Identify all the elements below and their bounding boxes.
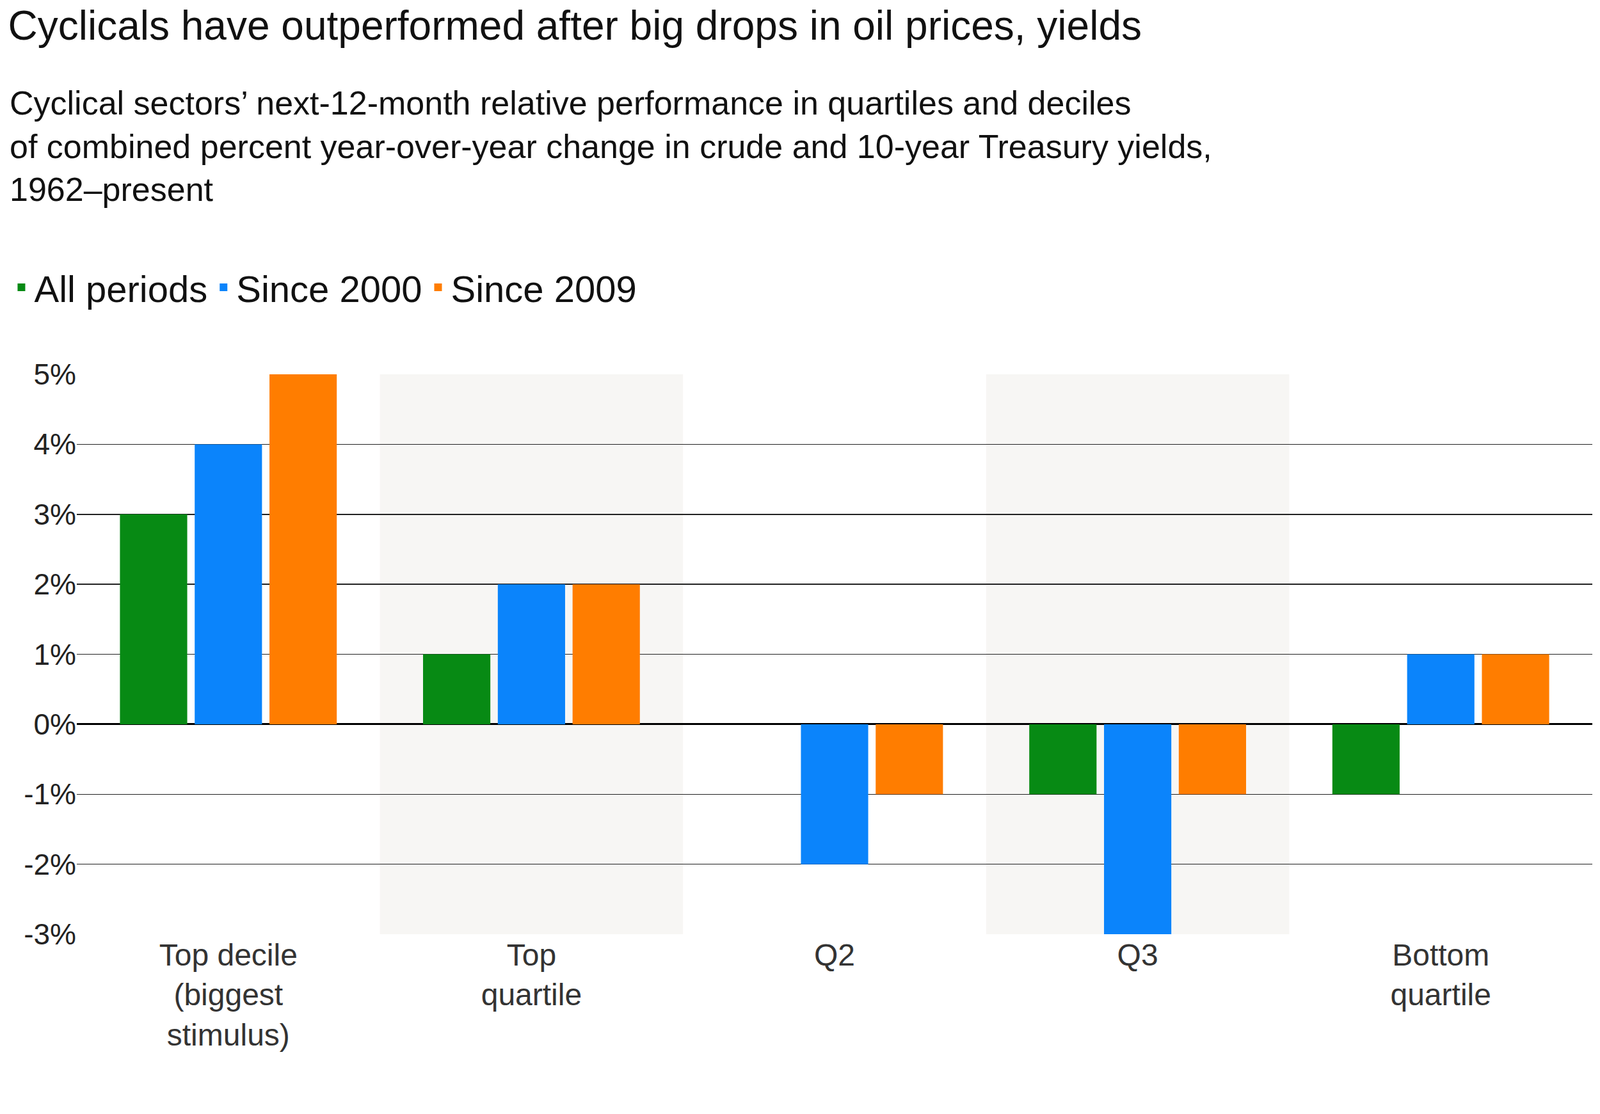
svg-text:Top decile(biggeststimulus): Top decile(biggeststimulus) bbox=[159, 938, 298, 1053]
svg-text:3%: 3% bbox=[33, 497, 77, 532]
svg-text:Since 2000: Since 2000 bbox=[236, 268, 422, 310]
svg-text:All periods: All periods bbox=[33, 268, 208, 310]
svg-text:-1%: -1% bbox=[23, 777, 77, 811]
svg-text:Cyclicals have outperformed af: Cyclicals have outperformed after big dr… bbox=[8, 2, 1142, 49]
svg-text:Topquartile: Topquartile bbox=[481, 938, 582, 1012]
svg-text:Bottomquartile: Bottomquartile bbox=[1390, 938, 1491, 1012]
svg-text:5%: 5% bbox=[33, 357, 77, 392]
svg-text:Cyclical sectors’ next-12-mont: Cyclical sectors’ next-12-month relative… bbox=[9, 84, 1213, 208]
svg-text:0%: 0% bbox=[33, 707, 77, 742]
svg-text:1%: 1% bbox=[33, 638, 77, 672]
svg-text:Since 2009: Since 2009 bbox=[450, 268, 637, 310]
svg-text:-2%: -2% bbox=[23, 848, 77, 882]
svg-text:4%: 4% bbox=[33, 427, 77, 461]
svg-text:-3%: -3% bbox=[23, 917, 77, 952]
svg-text:2%: 2% bbox=[33, 567, 77, 601]
svg-text:Q2: Q2 bbox=[814, 938, 856, 973]
svg-text:Q3: Q3 bbox=[1117, 938, 1159, 973]
